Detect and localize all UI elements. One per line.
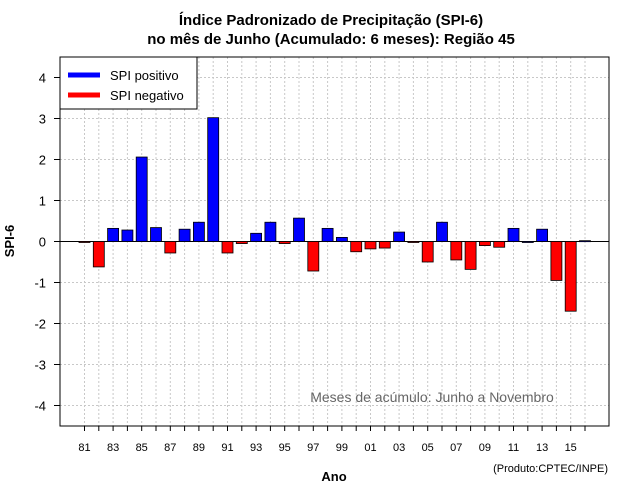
x-tick-label: 91 [221,442,233,454]
bar-2012 [521,241,534,243]
bar-1996 [293,217,305,242]
x-tick-label: 13 [536,442,548,454]
x-tick-label: 07 [450,442,462,454]
bar-2000 [350,241,363,253]
bar-1989 [192,221,205,242]
y-tick-label: -2 [34,317,46,332]
bar-2003 [393,231,406,242]
bar-1981 [78,241,91,243]
x-axis: 81 83 85 87 89 91 93 95 97 99 01 03 05 07 09 11 13 15 [78,426,586,454]
x-tick-label: 97 [307,442,319,454]
bar-2016 [579,240,591,243]
bar-1984 [121,229,134,242]
x-tick-label: 93 [250,442,262,454]
bar-2013 [536,228,548,242]
y-tick-label: 3 [39,112,46,127]
annotation-text: Meses de acúmulo: Junho a Novembro [310,389,554,405]
x-tick-label: 87 [164,442,176,454]
bar-1986 [150,227,162,242]
y-tick-label: -4 [34,399,46,414]
bar-2007 [450,241,463,261]
bar-2015 [564,241,577,312]
bar-2010 [493,241,506,248]
bar-1995 [278,241,291,244]
y-axis-label: SPI-6 [2,225,17,258]
bar-1992 [235,241,248,244]
x-axis-label: Ano [321,469,346,484]
bar-2008 [464,241,477,270]
y-tick-label: -1 [34,276,46,291]
bar-2014 [550,241,563,281]
x-tick-label: 11 [508,442,519,454]
bar-1982 [92,241,105,268]
bar-1988 [178,228,191,242]
x-tick-label: 81 [78,442,90,454]
legend-box [59,56,198,110]
x-tick-label: 15 [565,442,577,454]
legend-positive-label: SPI positivo [110,68,179,83]
legend: SPI positivo SPI negativo [59,56,198,110]
y-tick-label: 1 [39,194,46,209]
bar-2006 [436,221,448,242]
y-tick-label: 0 [39,235,46,250]
credit-text: (Produto:CPTEC/INPE) [493,463,608,475]
chart-title: Índice Padronizado de Precipitação (SPI-… [179,12,483,29]
x-tick-label: 85 [136,442,148,454]
bar-1999 [335,236,348,242]
x-tick-label: 83 [107,442,119,454]
bar-1991 [221,241,234,254]
y-tick-label: 2 [39,153,46,168]
bar-1990 [207,117,220,242]
bar-2011 [507,227,520,242]
x-tick-label: 99 [336,442,348,454]
bar-2004 [407,241,420,243]
x-tick-label: 09 [479,442,491,454]
bar-2005 [421,241,434,263]
bar-2009 [478,241,491,246]
x-tick-label: 89 [193,442,205,454]
bar-1985 [135,156,148,242]
x-tick-label: 95 [279,442,291,454]
chart-subtitle: no mês de Junho (Acumulado: 6 meses): Re… [147,31,515,48]
bar-1998 [321,227,334,242]
bar-1983 [107,227,119,242]
bar-1994 [264,221,277,242]
y-axis: -4 -3 -2 -1 0 1 2 3 4 [34,71,60,414]
bar-1987 [164,241,177,254]
x-tick-label: 05 [422,442,434,454]
bars [78,117,591,312]
bar-1997 [307,241,320,272]
bar-2002 [378,241,391,249]
legend-negative-label: SPI negativo [110,88,184,103]
x-tick-label: 03 [393,442,405,454]
plot-border [59,56,610,427]
x-tick-label: 01 [364,442,376,454]
y-tick-label: 4 [39,71,46,86]
bar-1993 [250,232,263,242]
bar-2001 [364,241,377,250]
y-tick-label: -3 [34,358,46,373]
